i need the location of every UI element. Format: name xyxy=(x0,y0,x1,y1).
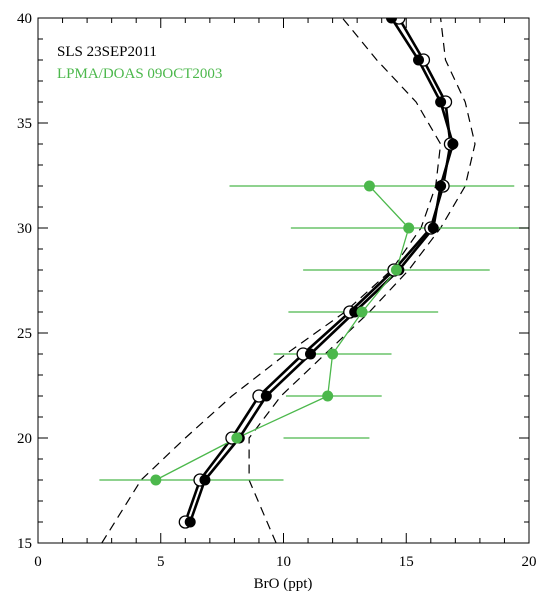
filled-circle-marker xyxy=(447,138,459,150)
filled-circle-marker xyxy=(184,516,196,528)
y-tick-label: 20 xyxy=(17,431,32,447)
legend-label-lpma: LPMA/DOAS 09OCT2003 xyxy=(57,66,222,82)
filled-circle-marker xyxy=(435,180,447,192)
legend-label-sls: SLS 23SEP2011 xyxy=(57,44,157,60)
filled-circle-marker xyxy=(260,390,272,402)
green-circle-marker xyxy=(322,390,334,402)
green-circle-marker xyxy=(356,306,368,318)
filled-circle-marker xyxy=(305,348,317,360)
x-tick-label: 15 xyxy=(399,554,414,570)
green-circle-marker xyxy=(150,474,162,486)
green-circle-marker xyxy=(403,222,415,234)
uncertainty-envelope-line xyxy=(248,18,476,543)
green-circle-marker xyxy=(231,432,243,444)
x-axis-title: BrO (ppt) xyxy=(254,576,313,592)
plot-area xyxy=(99,18,529,543)
uncertainty-envelope-line xyxy=(101,18,442,543)
filled-circle-marker xyxy=(386,18,398,24)
x-tick-label: 5 xyxy=(157,554,165,570)
series-line-2 xyxy=(155,185,410,481)
y-tick-label: 25 xyxy=(17,326,32,342)
y-tick-label: 30 xyxy=(17,221,32,237)
y-tick-label: 15 xyxy=(17,536,32,552)
y-tick-label: 35 xyxy=(17,116,32,132)
green-circle-marker xyxy=(327,348,339,360)
x-tick-label: 10 xyxy=(276,554,291,570)
x-tick-label: 20 xyxy=(522,554,537,570)
green-circle-marker xyxy=(363,180,375,192)
x-tick-label: 0 xyxy=(34,554,42,570)
filled-circle-marker xyxy=(413,54,425,66)
green-circle-marker xyxy=(390,264,402,276)
legend: SLS 23SEP2011 LPMA/DOAS 09OCT2003 xyxy=(57,44,222,82)
filled-circle-marker xyxy=(427,222,439,234)
axes: 0 5 10 15 20 15 20 25 30 35 40 xyxy=(17,11,537,570)
filled-circle-marker xyxy=(435,96,447,108)
plot-frame xyxy=(37,17,530,544)
y-tick-label: 40 xyxy=(17,11,32,27)
filled-circle-marker xyxy=(199,474,211,486)
